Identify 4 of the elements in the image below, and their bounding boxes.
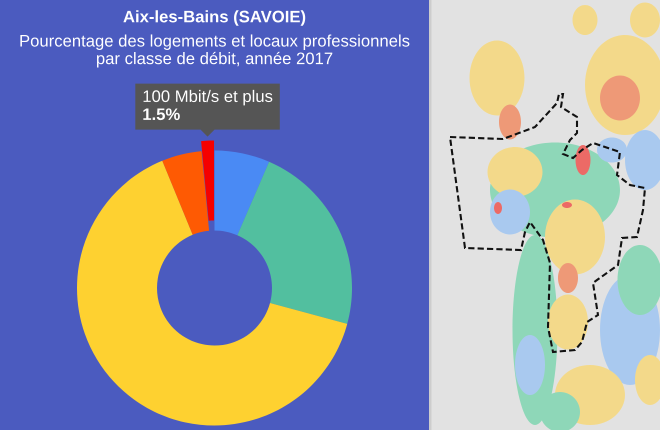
chart-title: Aix-les-Bains (SAVOIE): [123, 10, 306, 26]
chart-subtitle: Pourcentage des logements et locaux professionnels par classe de débit, année 2017: [20, 34, 410, 68]
slice-label: 100 Mbit/s et plus: [144, 90, 272, 106]
data-label: 1.5%: [143, 108, 180, 120]
